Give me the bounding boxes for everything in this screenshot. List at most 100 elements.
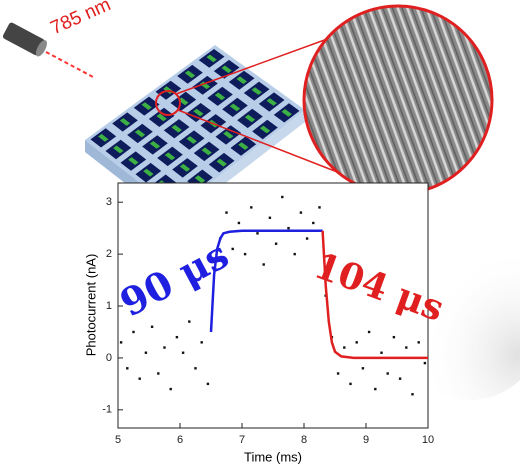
data-point xyxy=(188,320,191,323)
data-point xyxy=(417,341,420,344)
data-point xyxy=(237,221,241,225)
x-tick-label: 5 xyxy=(115,434,121,446)
data-point xyxy=(126,367,129,370)
data-point xyxy=(181,351,185,354)
device-channel xyxy=(193,108,204,117)
data-point xyxy=(163,346,166,349)
x-tick-label: 7 xyxy=(239,434,245,446)
device-channel xyxy=(244,114,256,123)
data-point xyxy=(343,346,346,349)
x-axis-label: Time (ms) xyxy=(244,449,302,464)
data-point xyxy=(380,351,383,354)
x-tick-label: 9 xyxy=(363,434,369,446)
y-tick-label: 3 xyxy=(106,196,112,208)
device-channel xyxy=(164,152,176,161)
device-channel xyxy=(216,158,227,167)
data-point xyxy=(386,372,389,375)
device-channel xyxy=(223,131,234,139)
y-tick-label: 1 xyxy=(106,300,112,312)
device-channel xyxy=(134,129,146,138)
data-point xyxy=(287,226,290,230)
y-tick-label: 0 xyxy=(106,352,112,364)
data-point xyxy=(305,237,309,240)
data-point xyxy=(423,361,427,365)
y-tick-label: 2 xyxy=(106,248,112,260)
data-point xyxy=(355,341,358,344)
laser xyxy=(2,22,47,57)
device-channel xyxy=(179,163,191,172)
fit-line xyxy=(209,229,323,333)
device-channel xyxy=(266,98,277,106)
data-point xyxy=(150,325,154,328)
zoom-line xyxy=(175,37,331,95)
data-point xyxy=(405,346,408,349)
device-channel xyxy=(141,102,152,110)
zoom-line xyxy=(177,109,346,176)
device-channel xyxy=(149,141,161,149)
device-channel xyxy=(156,113,167,122)
data-point xyxy=(256,232,259,235)
laser-beam xyxy=(45,51,96,79)
fit-line xyxy=(321,230,428,360)
data-point xyxy=(411,393,414,396)
device-channel xyxy=(171,124,182,133)
data-point xyxy=(175,335,179,339)
data-point xyxy=(169,387,172,391)
data-point xyxy=(299,211,303,214)
data-point xyxy=(361,367,365,370)
device-channel xyxy=(143,168,154,177)
data-point xyxy=(398,377,402,380)
data-point xyxy=(318,206,321,209)
data-point xyxy=(231,247,234,251)
data-point xyxy=(138,377,141,380)
data-point xyxy=(312,221,315,225)
device-channel xyxy=(128,157,139,165)
device-channel xyxy=(214,92,226,101)
data-point xyxy=(274,242,278,245)
data-point xyxy=(132,330,135,334)
data-point xyxy=(374,387,377,391)
device-channel xyxy=(221,65,232,74)
device-channel xyxy=(238,142,249,150)
plot: 5 6 7 8 9 10 -1 0 1 2 3 xyxy=(102,195,434,446)
device-channel xyxy=(186,136,197,144)
data-point xyxy=(157,372,160,375)
device-channel xyxy=(194,175,206,184)
device-channel xyxy=(178,97,189,106)
y-tick-label: -1 xyxy=(102,404,112,416)
data-point xyxy=(293,252,296,256)
device-channel xyxy=(201,147,212,156)
device-channel xyxy=(251,87,262,95)
device-channel xyxy=(113,145,124,154)
device-channel xyxy=(229,103,241,112)
device-channel xyxy=(119,118,131,126)
data-point xyxy=(119,341,123,344)
data-point xyxy=(392,335,396,339)
sem-image xyxy=(302,4,494,196)
data-point xyxy=(243,252,247,256)
data-point xyxy=(212,258,216,261)
data-point xyxy=(200,341,203,344)
device-channel xyxy=(206,54,217,63)
data-point xyxy=(367,330,371,334)
zoom-marker xyxy=(155,90,181,116)
x-tick-label: 10 xyxy=(422,434,434,446)
plot-frame xyxy=(117,182,429,429)
x-tick-label: 8 xyxy=(301,434,307,446)
data-point xyxy=(144,351,148,354)
data-point xyxy=(268,216,272,219)
device-channel xyxy=(236,76,247,84)
data-point xyxy=(349,382,352,386)
data-point xyxy=(281,195,284,199)
device-channel xyxy=(199,81,211,90)
data-point xyxy=(194,367,197,370)
data-point xyxy=(225,211,228,214)
device-channel xyxy=(259,125,271,134)
data-point xyxy=(336,372,340,375)
y-axis-label: Photocurrent (nA) xyxy=(83,254,98,357)
device-channel xyxy=(98,133,109,142)
device-channel xyxy=(281,109,292,117)
x-tick-label: 6 xyxy=(177,434,183,446)
